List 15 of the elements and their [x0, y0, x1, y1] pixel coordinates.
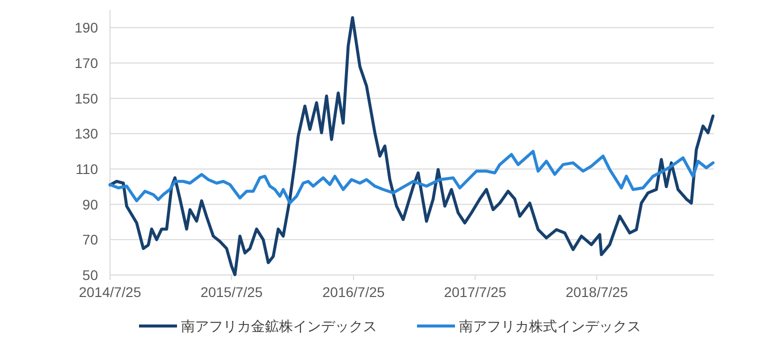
- x-tick-label: 2015/7/25: [200, 284, 263, 300]
- y-tick-label: 130: [74, 126, 98, 142]
- x-tick-label: 2014/7/25: [78, 284, 142, 300]
- legend-label: 南アフリカ金鉱株インデックス: [181, 318, 377, 334]
- y-tick-label: 190: [74, 20, 98, 36]
- y-tick-label: 50: [82, 267, 98, 283]
- x-tick-label: 2017/7/25: [444, 284, 506, 300]
- y-tick-label: 170: [74, 55, 98, 71]
- legend-label: 南アフリカ株式インデックス: [459, 318, 641, 334]
- y-tick-label: 90: [82, 196, 98, 212]
- y-tick-label: 150: [74, 90, 98, 106]
- y-tick-label: 110: [76, 161, 98, 177]
- x-tick-label: 2018/7/25: [566, 284, 628, 300]
- y-tick-label: 70: [82, 232, 98, 248]
- x-tick-label: 2016/7/25: [322, 284, 385, 300]
